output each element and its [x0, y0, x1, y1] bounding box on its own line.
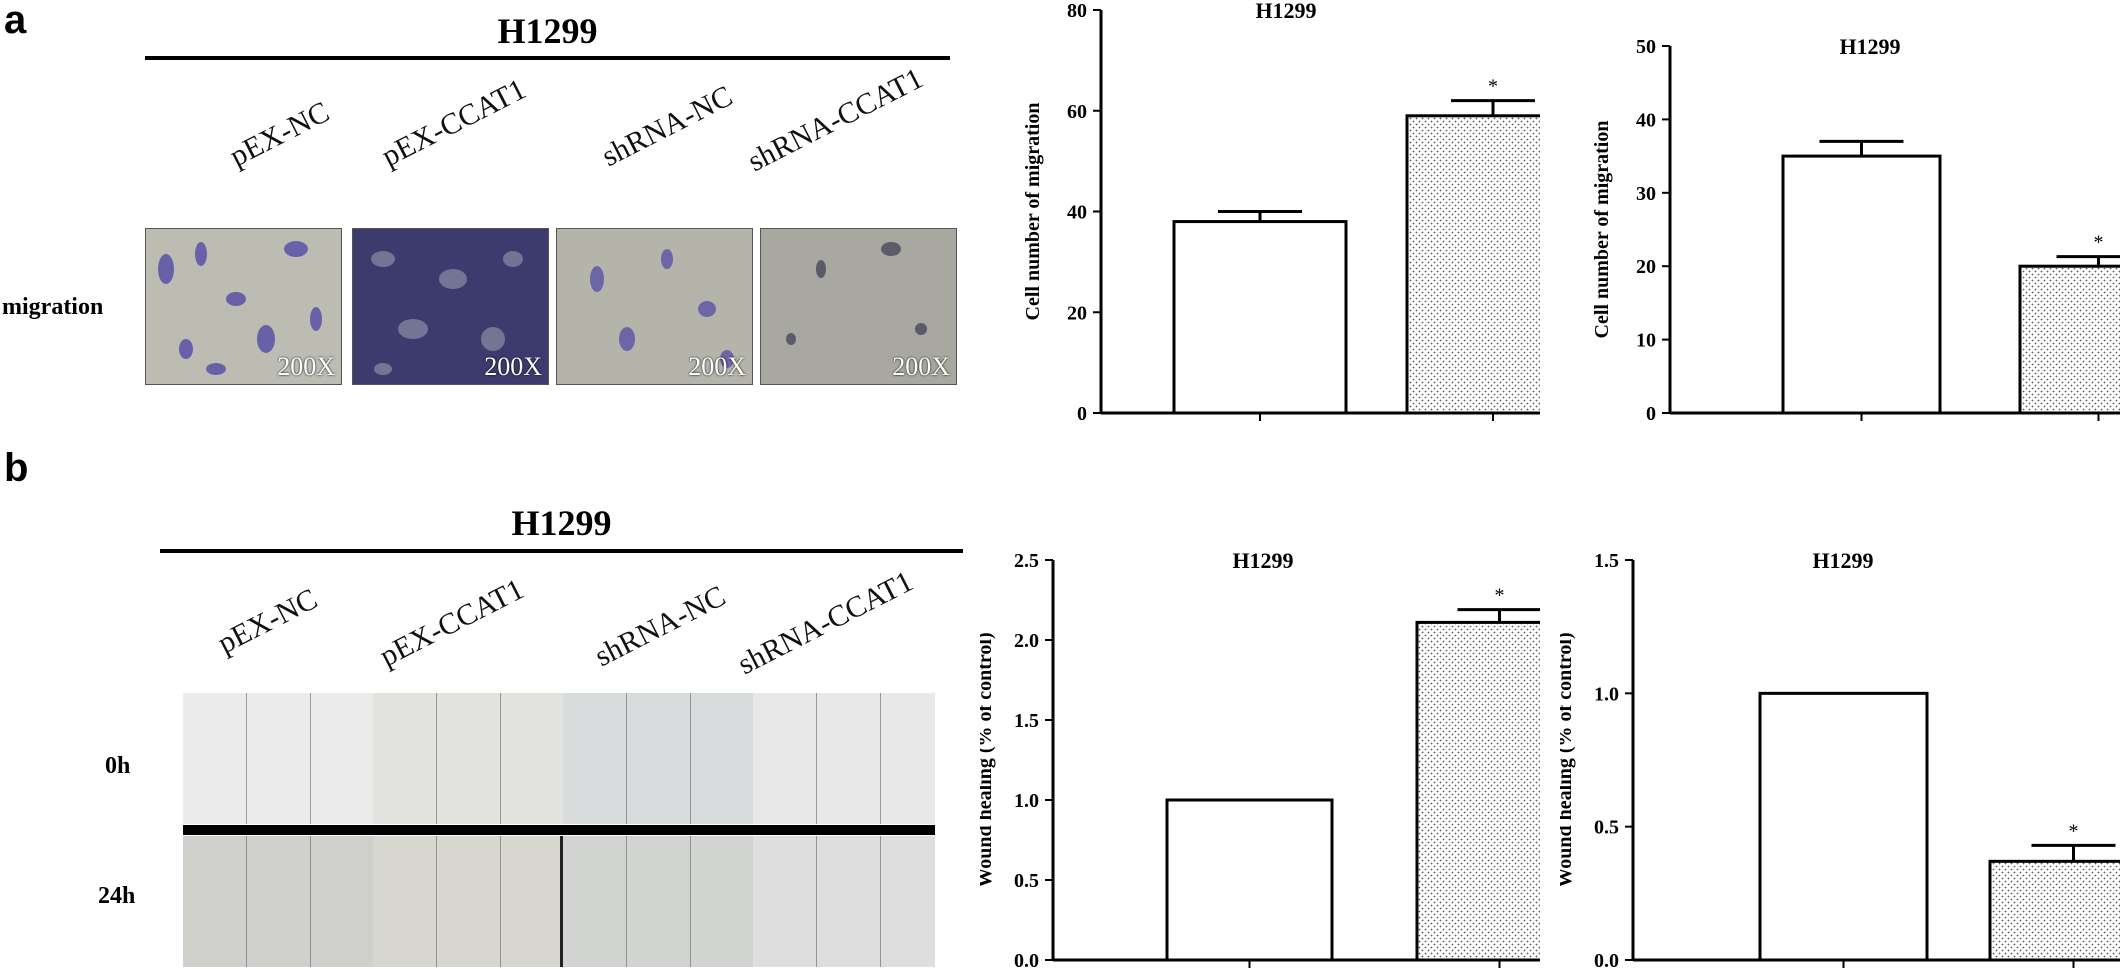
panel-a-heading: H1299: [497, 11, 598, 51]
y-tick-label: 50: [1636, 36, 1656, 58]
panel-a-column-label: pEX-CCAT1: [376, 72, 532, 174]
panel-b-heading-rule: [160, 549, 963, 553]
panel-b-row-label-24h: 24h: [98, 883, 136, 909]
wound-image-strip-0h: [183, 693, 935, 824]
wound-image-strip-24h: [183, 836, 935, 967]
panel-b-heading: H1299: [511, 503, 612, 543]
significance-marker: *: [1488, 76, 1498, 98]
panel-letter-b: b: [4, 446, 29, 490]
wound-healing-chart-overexpression: H1299 0.0 0.5 1.0 1.5 2.0 2.5 Wound healing (% …: [980, 548, 1540, 969]
chart-title: H1299: [1839, 34, 1900, 59]
y-tick-label: 0: [1077, 403, 1087, 425]
y-tick-label: 20: [1067, 302, 1087, 324]
y-tick-label: 1.5: [1014, 710, 1039, 732]
y-tick-label: 0.5: [1594, 817, 1619, 839]
bar: [1405, 114, 1540, 415]
y-tick-label: 1.5: [1594, 550, 1619, 572]
y-axis-label: Wound healing (% of control): [1560, 632, 1576, 887]
y-tick-label: 10: [1636, 330, 1656, 352]
migration-image-shrna-ccat1: 200X: [760, 228, 957, 385]
panel-a-column-label: pEX-NC: [224, 95, 335, 174]
bar: [1781, 154, 1942, 415]
stained-cells-picture: [158, 241, 322, 375]
bar: [1758, 691, 1929, 962]
wound-healing-chart-knockdown: H1299 0.0 0.5 1.0 1.5 Wound healing (% of con…: [1560, 548, 2120, 969]
y-tick-label: 20: [1636, 256, 1656, 278]
chart-title: H1299: [1232, 548, 1293, 573]
panel-a-column-label: shRNA-NC: [596, 79, 738, 174]
panel-a-row-label-migration: migration: [2, 294, 104, 320]
panel-b-column-label: pEX-NC: [212, 582, 323, 661]
magnification-label: 200X: [277, 352, 335, 381]
panel-b-column-label: shRNA-NC: [589, 579, 731, 674]
bar: [1172, 220, 1348, 415]
migration-image-pex-ccat1: 200X: [352, 228, 549, 385]
y-tick-label: 0.5: [1014, 870, 1039, 892]
y-tick-label: 1.0: [1014, 790, 1039, 812]
stained-cells-picture: [786, 242, 927, 345]
chart-title: H1299: [1255, 0, 1316, 23]
migration-image-pex-nc: 200X: [145, 228, 342, 385]
panel-a-heading-rule: [145, 56, 950, 60]
y-tick-label: 1.0: [1594, 683, 1619, 705]
magnification-label: 200X: [892, 352, 950, 381]
migration-chart-overexpression: H1299 0 20 40 60 80 Cell number of migration *: [1022, 0, 1540, 425]
panel-b-column-label: shRNA-CCAT1: [732, 564, 919, 682]
significance-marker: *: [1495, 585, 1505, 607]
bar: [1988, 859, 2120, 962]
stained-cells-picture: [590, 249, 734, 368]
y-tick-label: 60: [1067, 101, 1087, 123]
migration-chart-knockdown: H1299 0 10 20 30 40 50 Cell number of migration…: [1591, 34, 2120, 425]
significance-marker: *: [2094, 232, 2104, 254]
y-tick-label: 0.0: [1014, 950, 1039, 969]
magnification-label: 200X: [484, 352, 542, 381]
stained-cells-picture: [371, 251, 523, 375]
panel-b-row-label-0h: 0h: [105, 753, 131, 779]
bar: [1165, 798, 1334, 962]
panel-letter-a: a: [4, 0, 27, 42]
wound-strip-divider: [183, 825, 935, 835]
y-tick-label: 30: [1636, 183, 1656, 205]
y-tick-label: 2.5: [1014, 550, 1039, 572]
y-axis-label: Cell number of migration: [1022, 103, 1044, 321]
bar: [1415, 620, 1540, 962]
y-tick-label: 0.0: [1594, 950, 1619, 969]
bar: [2018, 264, 2120, 415]
panel-a-column-label: shRNA-CCAT1: [742, 61, 929, 179]
y-tick-label: 40: [1067, 202, 1087, 224]
magnification-label: 200X: [688, 352, 746, 381]
y-axis-label: Wound healing (% of control): [980, 632, 996, 887]
y-tick-label: 0: [1646, 403, 1656, 425]
y-tick-label: 80: [1067, 0, 1087, 22]
migration-image-shrna-nc: 200X: [556, 228, 753, 385]
significance-marker: *: [2069, 820, 2079, 842]
y-tick-label: 2.0: [1014, 630, 1039, 652]
y-axis-label: Cell number of migration: [1591, 121, 1613, 339]
chart-title: H1299: [1812, 548, 1873, 573]
y-tick-label: 40: [1636, 109, 1656, 131]
panel-b-column-label: pEX-CCAT1: [374, 572, 530, 674]
